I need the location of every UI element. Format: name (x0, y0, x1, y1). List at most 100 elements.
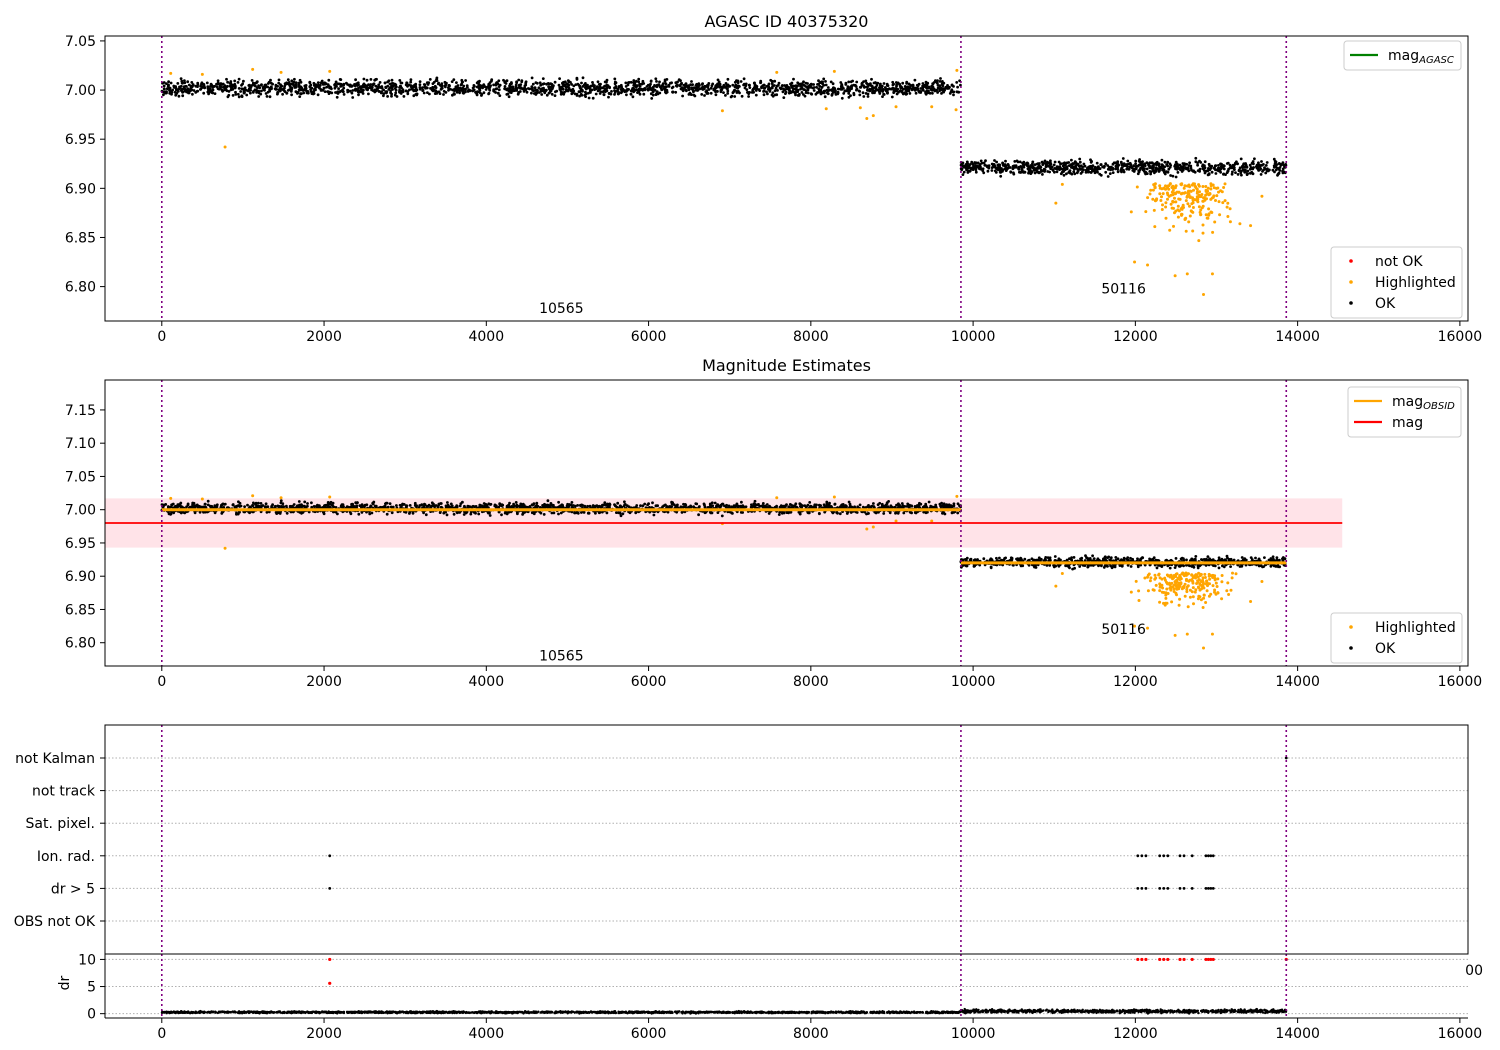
ok-point (924, 92, 928, 96)
ok-point (747, 95, 750, 98)
ok-point (741, 504, 745, 507)
highlighted-point (1158, 192, 1162, 196)
ok-point (637, 87, 641, 91)
highlighted-point (1194, 185, 1198, 189)
ok-point (660, 88, 664, 91)
ok-point (692, 90, 695, 94)
ok-point (288, 83, 291, 87)
ok-point (452, 512, 456, 516)
ok-point (437, 503, 441, 507)
ok-point (252, 501, 255, 505)
ok-point (774, 86, 778, 90)
ok-point (671, 90, 674, 94)
ok-point (217, 87, 221, 91)
ok-point (536, 504, 540, 508)
ok-point (881, 95, 884, 98)
ok-point (802, 88, 805, 91)
ok-point (203, 502, 207, 506)
ok-point (357, 93, 360, 97)
ok-point (268, 86, 272, 90)
ok-point (513, 89, 517, 92)
ok-point (532, 92, 536, 95)
ok-point (829, 80, 833, 84)
ok-point (488, 86, 492, 89)
ok-point (578, 94, 581, 98)
ok-point (581, 85, 585, 88)
ok-point (656, 83, 660, 87)
ok-point (1044, 162, 1047, 165)
ok-point (1127, 167, 1131, 171)
ok-point (931, 85, 935, 89)
ok-point (847, 85, 850, 89)
ok-point (735, 79, 738, 83)
ok-point (995, 167, 999, 171)
ok-point (314, 88, 317, 92)
ok-point (312, 505, 316, 508)
ok-point (516, 92, 520, 96)
ok-point (866, 505, 870, 509)
ok-point (919, 502, 923, 506)
highlighted-point (1192, 188, 1195, 192)
highlighted-point (1135, 185, 1139, 189)
ok-point (885, 501, 889, 504)
ok-point (492, 83, 495, 87)
ok-point (900, 502, 904, 505)
ok-point (176, 505, 179, 509)
highlighted-point (1179, 192, 1183, 196)
highlighted-point (1171, 199, 1175, 203)
ok-point (1260, 163, 1264, 167)
ok-point (177, 94, 181, 98)
ok-point (584, 82, 587, 85)
ok-point (279, 499, 283, 503)
ok-point (1141, 168, 1145, 172)
ok-point (754, 93, 758, 97)
ok-point (941, 87, 945, 91)
ok-point (815, 503, 818, 507)
legend-dot-swatch (1349, 259, 1353, 263)
ok-point (310, 501, 313, 505)
ok-point (1277, 172, 1281, 175)
ok-point (1007, 164, 1010, 167)
ok-point (399, 84, 402, 88)
ok-point (1107, 166, 1111, 170)
ok-point (355, 501, 359, 505)
legend-label: not OK (1375, 254, 1423, 270)
ok-point (944, 86, 948, 90)
ok-point (910, 87, 914, 91)
ok-point (608, 502, 611, 506)
highlighted-point (1170, 186, 1174, 189)
ok-point (1117, 163, 1120, 167)
ok-point (519, 83, 523, 86)
ok-point (461, 500, 464, 504)
ok-point (857, 89, 861, 93)
ok-point (326, 501, 330, 504)
ok-point (824, 80, 827, 83)
ok-point (770, 86, 774, 90)
ok-point (634, 511, 638, 515)
ok-point (1199, 161, 1203, 164)
ok-point (308, 80, 312, 84)
ok-point (901, 81, 905, 85)
ok-point (316, 93, 320, 97)
ok-point (649, 86, 652, 90)
ok-point (705, 89, 709, 92)
ok-point (290, 505, 294, 509)
ok-point (911, 84, 915, 88)
ok-point (337, 87, 340, 91)
ok-point (1089, 167, 1092, 171)
ok-point (1226, 161, 1230, 165)
highlighted-point (1183, 217, 1187, 221)
ok-point (168, 89, 171, 92)
ok-point (1097, 167, 1100, 171)
ok-point (591, 81, 594, 84)
ok-point (735, 502, 739, 506)
ok-point (478, 88, 482, 92)
ok-point (730, 505, 733, 509)
highlighted-point (1209, 197, 1213, 201)
highlighted-point (1228, 220, 1232, 224)
ok-point (996, 163, 1000, 167)
ok-point (624, 81, 628, 85)
ok-point (1236, 162, 1239, 166)
ok-point (1275, 163, 1279, 166)
ok-point (925, 83, 929, 87)
